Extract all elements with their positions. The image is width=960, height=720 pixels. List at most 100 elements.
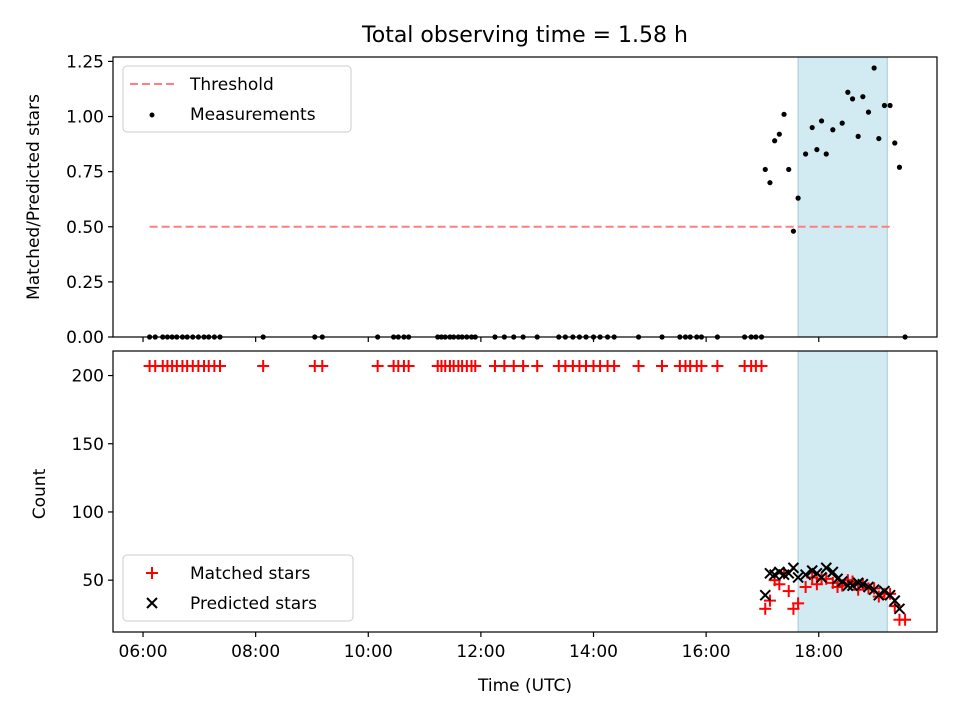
matched-star-point (799, 580, 812, 593)
predicted-star-point (799, 569, 812, 581)
predicted-star-point (759, 589, 771, 601)
bottom-axes: 06:00 08:00 10:00 12:00 14:00 16:00 18:00 50 10… (30, 350, 938, 696)
measurement-point (865, 109, 872, 115)
matched-star-point (213, 360, 226, 373)
predicted-legend-label: Predicted stars (190, 594, 317, 614)
predicted-star-point (893, 603, 906, 615)
matched-star-point (899, 613, 912, 626)
measurement-point (849, 96, 856, 102)
measurement-point (814, 146, 820, 153)
matched-star-point (632, 360, 645, 373)
y-tick-label: 150 (72, 435, 104, 455)
predicted-star-point (792, 571, 804, 584)
bottom-y-ticks: 50 100 150 200 (72, 367, 113, 591)
top-axes: Total observing time = 1.58 h 0.00 0.25 0.… (24, 23, 938, 348)
x-tick-label: 06:00 (119, 642, 168, 662)
measurement-point (871, 65, 877, 71)
bottom-data-points (143, 360, 912, 626)
y-tick-label: 0.25 (66, 273, 104, 293)
measurement-point (881, 102, 888, 109)
matched-star-point (782, 585, 795, 598)
measurements-legend-label: Measurements (190, 105, 316, 125)
matched-star-point (792, 597, 805, 610)
top-legend-box (122, 65, 352, 133)
measurements-legend-swatch (149, 112, 155, 118)
x-tick-label: 14:00 (569, 642, 618, 662)
predicted-star-point (820, 562, 832, 574)
predicted-star-point (889, 594, 901, 607)
top-y-ticks: 0.00 0.25 0.50 0.75 1.00 1.25 (66, 52, 113, 348)
measurement-point (762, 166, 768, 173)
predicted-star-point (827, 566, 839, 578)
predicted-star-point (873, 589, 885, 601)
top-axes-frame (112, 56, 938, 338)
measurement-point (776, 131, 782, 137)
y-tick-label: 0.00 (66, 328, 104, 348)
measurement-point (845, 89, 851, 95)
predicted-star-point (836, 575, 848, 588)
measurement-point (818, 118, 825, 124)
measurement-point (860, 94, 866, 100)
matched-star-point (608, 360, 621, 373)
matched-star-point (888, 600, 901, 613)
bottom-legend-box (122, 554, 354, 622)
measurement-point (855, 133, 861, 139)
top-chart-title: Total observing time = 1.58 h (361, 23, 688, 48)
measurement-point (876, 135, 882, 142)
measurement-point (772, 138, 778, 144)
measurement-point (786, 166, 792, 173)
measurement-point (896, 164, 903, 170)
y-tick-label: 0.50 (66, 218, 104, 238)
y-tick-label: 200 (72, 367, 104, 387)
bottom-y-axis-label: Count (30, 468, 50, 519)
x-tick-label: 16:00 (682, 642, 731, 662)
bottom-legend: Matched stars Predicted stars (122, 554, 354, 622)
measurement-point (781, 111, 787, 117)
matched-star-point (469, 360, 482, 373)
measurement-point (823, 151, 829, 157)
y-tick-label: 1.25 (66, 52, 104, 72)
x-tick-label: 10:00 (344, 642, 393, 662)
matched-star-point (755, 360, 768, 373)
predicted-star-point (787, 562, 800, 574)
matched-star-point (695, 360, 708, 373)
predicted-star-point (857, 578, 869, 590)
top-legend: Threshold Measurements (122, 65, 352, 133)
matched-star-point (763, 594, 776, 607)
matched-star-point (257, 360, 270, 373)
threshold-legend-label: Threshold (189, 75, 274, 95)
matched-star-point (531, 360, 544, 373)
matched-legend-swatch (146, 567, 158, 579)
top-x-ticks (142, 337, 820, 342)
measurement-point (795, 195, 801, 201)
matched-legend-label: Matched stars (190, 564, 310, 584)
matched-star-point (656, 360, 669, 373)
measurement-point (892, 140, 898, 146)
x-tick-label: 08:00 (231, 642, 280, 662)
x-tick-label: 12:00 (456, 642, 505, 662)
measurement-point (830, 127, 836, 133)
top-y-axis-label: Matched/Predicted stars (24, 94, 44, 300)
predicted-star-point (846, 579, 859, 592)
bottom-x-axis-label: Time (UTC) (477, 676, 572, 696)
predicted-legend-swatch (146, 597, 158, 609)
measurement-point (767, 180, 773, 186)
y-tick-label: 50 (82, 571, 104, 591)
matched-star-point (517, 360, 530, 373)
matched-star-point (316, 360, 329, 373)
measurement-point (809, 124, 815, 131)
predicted-star-point (815, 571, 828, 584)
observing-window-shade (797, 56, 888, 338)
bottom-x-ticks: 06:00 08:00 10:00 12:00 14:00 16:00 18:00 (119, 632, 843, 662)
y-tick-label: 0.75 (66, 163, 104, 183)
measurement-point (887, 102, 893, 109)
x-tick-label: 18:00 (794, 642, 843, 662)
measurement-point (803, 151, 809, 157)
measurement-point (839, 120, 845, 126)
predicted-star-point (842, 579, 854, 592)
matched-star-point (773, 578, 786, 591)
measurement-point (790, 228, 797, 234)
matched-star-point (711, 360, 724, 373)
predicted-star-point (878, 585, 891, 597)
